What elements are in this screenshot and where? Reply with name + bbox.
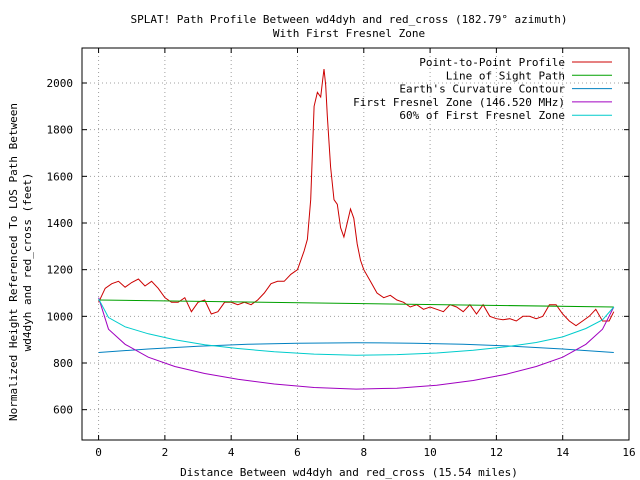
axis-ticks: 0 2 4 6 8 10 12 14 16 600 800 1000 1200 1400 1600 1800 2… [47,48,636,459]
y-tick-label: 1000 [47,310,74,323]
y-tick-label: 1800 [47,124,74,137]
chart-title: SPLAT! Path Profile Between wd4dyh and r… [130,13,567,26]
y-tick-label: 600 [53,404,73,417]
x-tick-label: 14 [556,446,570,459]
x-tick-label: 10 [423,446,436,459]
series-line [98,299,614,308]
series-line [98,342,614,353]
x-tick-label: 8 [360,446,367,459]
legend-label: Line of Sight Path [446,69,565,82]
x-axis-label: Distance Between wd4dyh and red_cross (1… [180,466,518,479]
x-tick-label: 16 [622,446,635,459]
y-tick-label: 800 [53,357,73,370]
x-tick-label: 6 [294,446,301,459]
y-axis-label-line2: wd4dyh and red_cross (feet) [21,173,34,352]
plot-frame [81,47,630,441]
x-tick-label: 4 [228,446,235,459]
legend-label: 60% of First Fresnel Zone [399,109,565,122]
series-group [98,68,615,390]
series-line [98,297,615,390]
legend-label: First Fresnel Zone (146.520 MHz) [353,96,565,109]
x-tick-label: 0 [95,446,102,459]
legend-label: Point-to-Point Profile [419,56,565,69]
legend-label: Earth's Curvature Contour [399,83,565,96]
y-tick-label: 2000 [47,77,74,90]
chart-subtitle: With First Fresnel Zone [273,27,425,40]
y-tick-label: 1600 [47,170,74,183]
x-tick-label: 12 [490,446,503,459]
x-tick-label: 2 [162,446,169,459]
series-line [98,68,615,327]
y-axis-label-line1: Normalized Height Referenced To LOS Path… [7,103,20,421]
y-tick-label: 1200 [47,264,74,277]
y-tick-label: 1400 [47,217,74,230]
series-line [98,298,615,356]
